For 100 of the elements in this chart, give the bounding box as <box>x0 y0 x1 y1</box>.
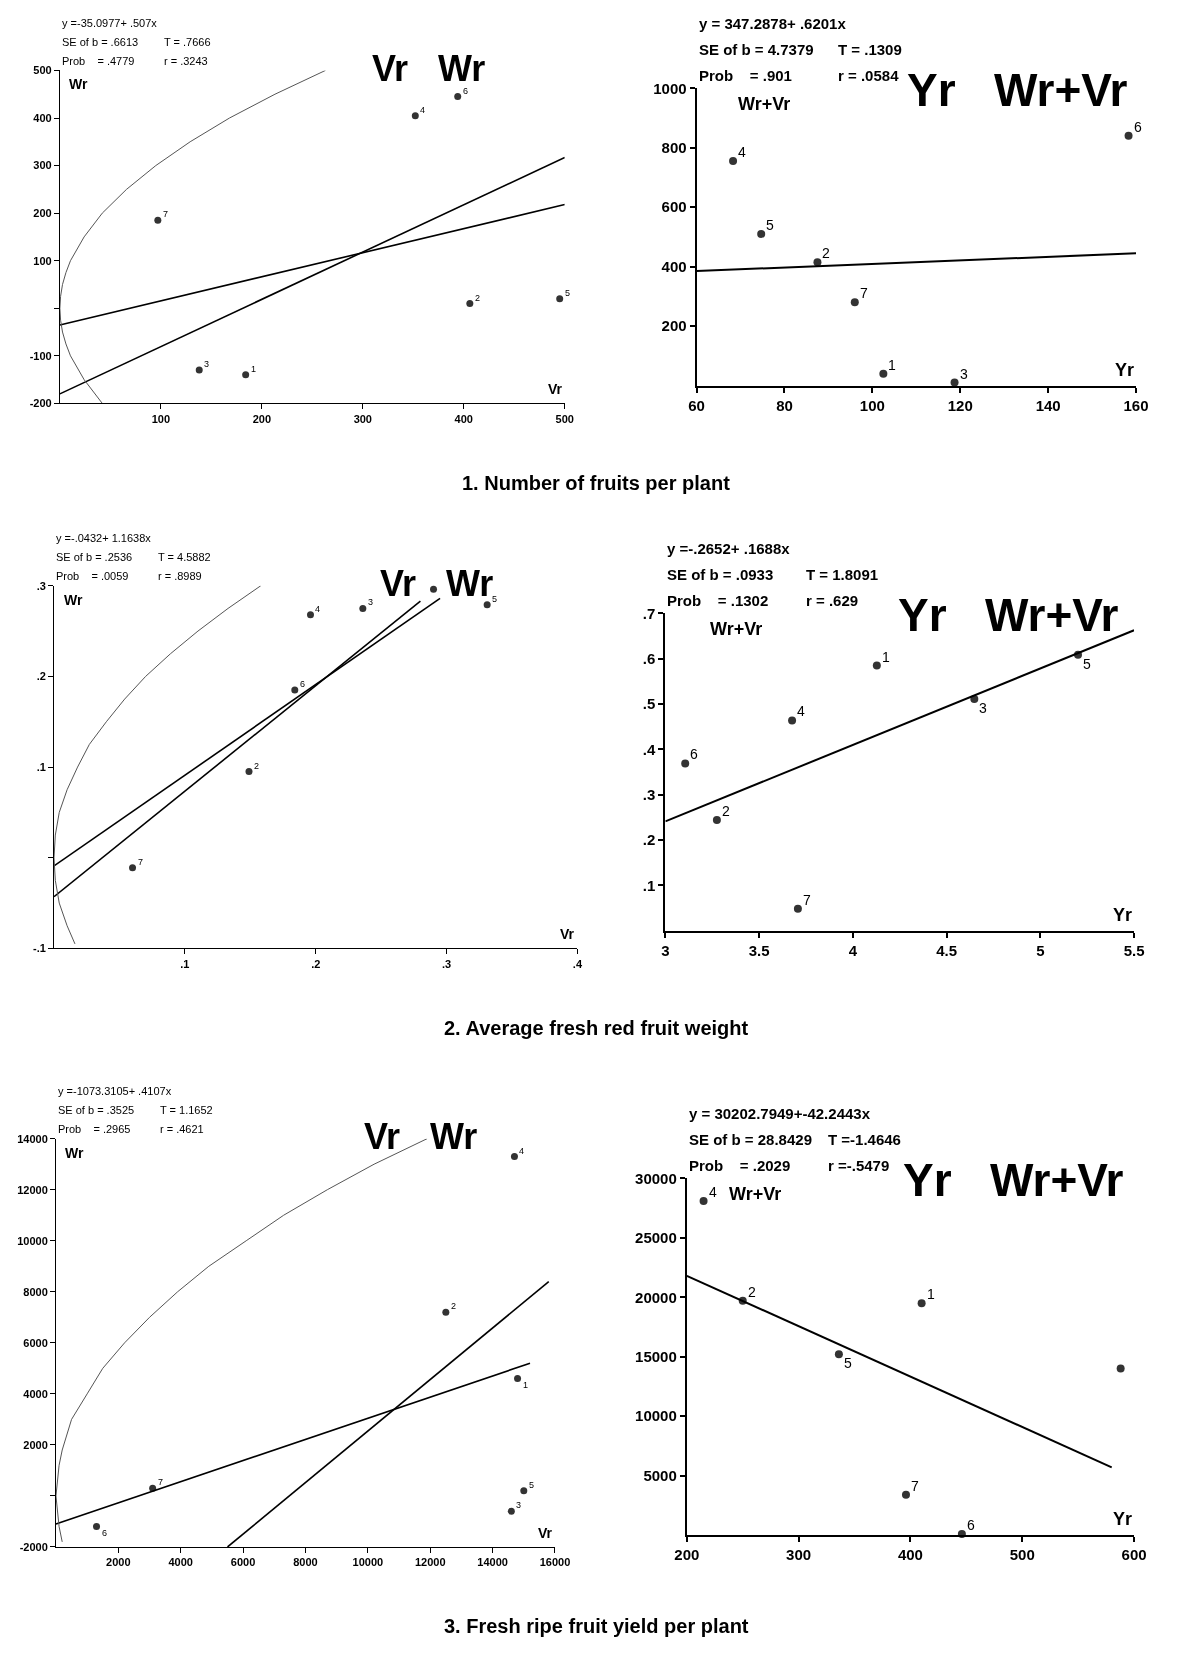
point <box>950 378 959 387</box>
text: 2. Average fresh red fruit weight <box>444 1017 749 1039</box>
y-tick-label: 400 <box>33 111 52 124</box>
x-tick-label: 3 <box>661 941 670 959</box>
text: Prob = .1302 <box>667 592 769 609</box>
point <box>507 1507 515 1515</box>
y-tick-label: .1 <box>36 760 46 773</box>
annotation: 6 <box>463 86 469 96</box>
text: r =-.5479 <box>828 1157 890 1174</box>
text: r = .4621 <box>160 1123 204 1135</box>
point <box>510 1153 518 1161</box>
y-axis-title: Wr+Vr <box>738 94 791 114</box>
text: Prob = .0059 <box>56 570 129 582</box>
text: SE of b = 4.7379 <box>699 41 814 58</box>
x-tick-label: .1 <box>180 957 190 970</box>
chart-title: Yr Wr+Vr <box>903 1154 1124 1206</box>
annotation: 1 <box>888 357 896 373</box>
text: Prob = .4779 <box>62 55 135 67</box>
point <box>430 585 438 593</box>
y-tick-label: 15000 <box>635 1347 677 1365</box>
chart-title: Yr Wr+Vr <box>898 589 1119 641</box>
point <box>917 1299 926 1308</box>
y-tick-label: .3 <box>642 785 656 803</box>
point <box>242 371 250 379</box>
x-tick-label: 6000 <box>230 1556 256 1569</box>
x-tick-label: 400 <box>897 1546 923 1564</box>
y-axis-title: Wr <box>65 1145 84 1161</box>
point <box>712 816 721 825</box>
annotation: 3 <box>979 700 987 716</box>
y-tick-label: .6 <box>642 650 656 668</box>
y-tick-label: 300 <box>33 159 52 172</box>
annotation: 1 <box>927 1286 935 1302</box>
point <box>834 1350 843 1359</box>
point <box>129 864 137 872</box>
point <box>154 216 162 224</box>
text: Prob = .901 <box>699 67 792 84</box>
x-axis-title: Yr <box>1113 1509 1133 1529</box>
chart-title: Vr Wr <box>372 48 486 89</box>
point <box>442 1308 450 1316</box>
annotation: 6 <box>967 1517 975 1533</box>
point <box>359 604 367 612</box>
point <box>793 904 802 913</box>
x-tick-label: 5 <box>1036 941 1045 959</box>
text: r = .0584 <box>838 67 900 84</box>
x-tick-label: 8000 <box>293 1556 318 1569</box>
annotation: 2 <box>822 245 830 261</box>
text: SE of b = .6613 <box>62 36 139 48</box>
y-tick-label: .2 <box>36 670 46 683</box>
text: r = .8989 <box>158 570 202 582</box>
point <box>729 157 738 166</box>
x-tick-label: 100 <box>859 396 885 414</box>
y-axis-title: Wr <box>69 76 88 92</box>
text: y =-35.0977+ .507x <box>62 17 158 29</box>
point <box>245 768 253 776</box>
y-tick-label: .1 <box>642 876 656 894</box>
annotation: 4 <box>315 604 321 614</box>
y-tick-label: 500 <box>33 64 52 77</box>
annotation: 3 <box>368 597 374 607</box>
point <box>681 759 690 768</box>
point <box>788 716 797 725</box>
x-tick-label: 500 <box>1009 1546 1035 1564</box>
y-tick-label: 200 <box>33 206 52 219</box>
x-tick-label: 120 <box>947 396 973 414</box>
point <box>901 1490 910 1499</box>
y-tick-label: 400 <box>661 257 687 275</box>
point <box>699 1196 708 1205</box>
annotation: 5 <box>529 1480 535 1490</box>
text: Prob = .2029 <box>689 1157 791 1174</box>
text: y = 347.2878+ .6201x <box>699 15 847 32</box>
annotation: 4 <box>420 105 426 115</box>
point <box>454 93 462 101</box>
annotation: 4 <box>709 1184 717 1200</box>
x-tick-label: 4.5 <box>936 941 958 959</box>
x-tick-label: 200 <box>252 412 271 425</box>
point <box>757 229 766 238</box>
annotation: 7 <box>158 1477 164 1487</box>
x-tick-label: 500 <box>555 412 574 425</box>
chart-title: Vr Wr <box>364 1116 478 1157</box>
annotation: 5 <box>492 594 498 604</box>
annotation: 7 <box>860 285 868 301</box>
y-tick-label: 4000 <box>23 1387 48 1400</box>
y-tick-label: -.1 <box>32 942 46 955</box>
x-tick-label: 10000 <box>352 1556 384 1569</box>
point <box>556 295 564 303</box>
text: 1. Number of fruits per plant <box>462 472 731 494</box>
x-tick-label: 14000 <box>477 1556 508 1569</box>
x-tick-label: 140 <box>1035 396 1061 414</box>
y-axis-title: Wr+Vr <box>710 619 763 639</box>
y-tick-label: .5 <box>642 695 656 713</box>
text: Prob = .2965 <box>58 1123 131 1135</box>
y-tick-label: 12000 <box>17 1183 48 1196</box>
annotation: 6 <box>300 679 306 689</box>
x-axis-title: Yr <box>1113 905 1133 925</box>
x-tick-label: .4 <box>572 957 583 970</box>
text: y =-1073.3105+ .4107x <box>58 1085 172 1097</box>
annotation: 7 <box>911 1478 919 1494</box>
x-axis-title: Vr <box>538 1525 553 1541</box>
y-tick-label: .7 <box>642 604 656 622</box>
y-tick-label: 10000 <box>17 1234 48 1247</box>
y-axis-title: Wr <box>64 592 83 608</box>
